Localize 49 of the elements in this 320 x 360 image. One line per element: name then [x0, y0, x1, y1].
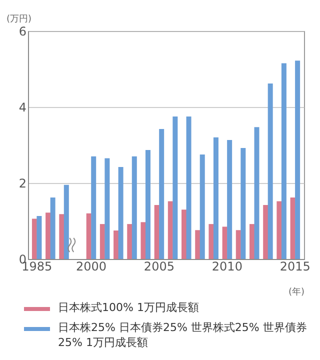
bar	[195, 230, 200, 259]
y-axis-title: (万円)	[6, 14, 32, 24]
x-axis-title: (年)	[288, 286, 304, 298]
x-tick-label: 2000	[76, 260, 106, 274]
bar	[64, 184, 69, 259]
x-tick-label: 2015	[280, 260, 310, 274]
bar	[104, 158, 110, 259]
legend-label: 日本株25% 日本債券25% 世界株式25% 世界債券25% 1万円成長額	[58, 320, 308, 350]
bar	[254, 127, 260, 259]
bar	[200, 154, 205, 259]
bar	[222, 226, 228, 259]
bar	[168, 201, 173, 259]
bar	[249, 224, 254, 259]
bar	[114, 230, 119, 259]
bar	[182, 210, 187, 259]
bar	[186, 116, 192, 259]
bar	[213, 137, 218, 259]
bar	[236, 230, 241, 259]
bar	[50, 197, 56, 259]
bar	[86, 213, 92, 259]
bar	[208, 224, 214, 259]
legend-label: 日本株式100% 1万円成長額	[58, 300, 199, 315]
bar	[32, 218, 37, 259]
x-tick-label: 2005	[144, 260, 174, 274]
y-tick-label: 4	[18, 100, 26, 114]
y-tick-label: 2	[18, 176, 26, 190]
bar	[276, 201, 282, 259]
bar	[159, 129, 164, 259]
bar	[100, 224, 105, 259]
bar	[268, 83, 273, 259]
bar	[140, 222, 146, 259]
bar	[263, 205, 268, 259]
bar	[172, 116, 178, 259]
bar	[46, 212, 51, 259]
bar	[290, 197, 296, 259]
bar	[281, 63, 286, 259]
bar	[91, 156, 96, 259]
bar	[36, 216, 42, 259]
bar	[154, 205, 160, 259]
bar	[127, 224, 132, 259]
bar	[145, 150, 150, 259]
y-tick-label: 6	[18, 24, 26, 38]
bar	[118, 167, 124, 259]
x-tick-label: 2010	[212, 260, 242, 274]
bar	[240, 148, 246, 259]
bar	[132, 156, 137, 259]
bar	[295, 60, 300, 259]
bar	[59, 214, 64, 259]
bar	[227, 140, 232, 259]
